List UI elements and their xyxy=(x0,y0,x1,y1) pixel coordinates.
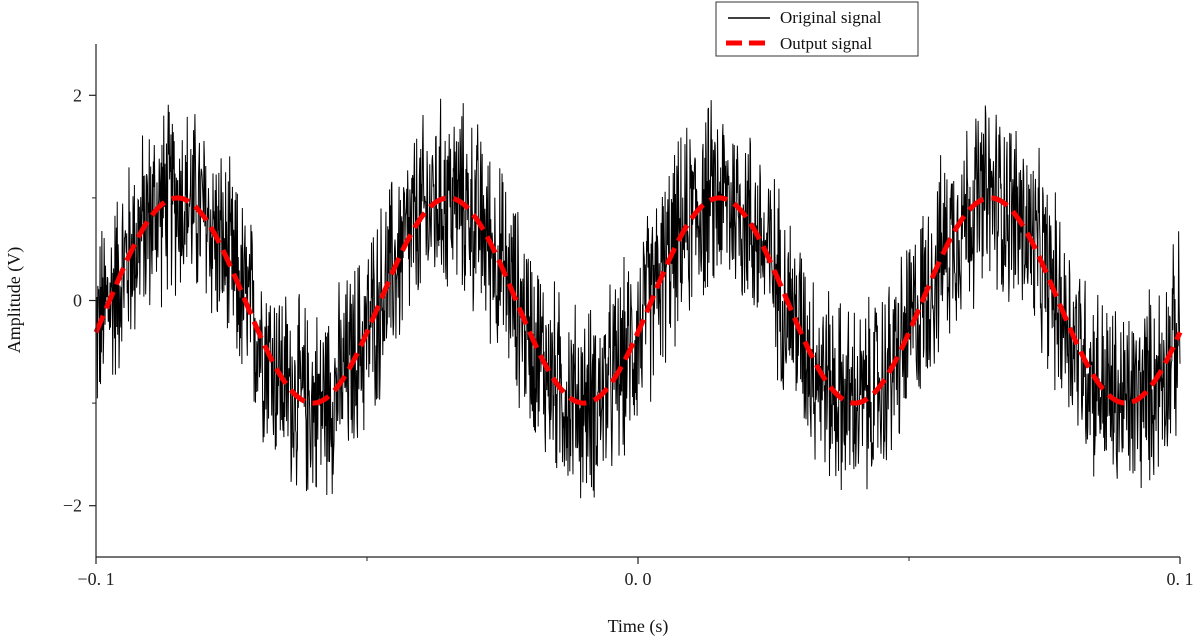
series-output-signal xyxy=(93,195,1183,406)
y-ticks: 2 0 −2 xyxy=(63,85,96,516)
y-tick-label: 2 xyxy=(73,85,82,105)
y-tick-label: −2 xyxy=(63,496,82,516)
legend-box xyxy=(715,1,919,57)
x-tick-label: 0. 0 xyxy=(625,569,652,589)
original-signal-line xyxy=(95,98,1181,499)
x-axis-title: Time (s) xyxy=(608,616,669,637)
x-ticks: −0. 1 0. 0 0. 1 xyxy=(77,557,1194,589)
y-axis-title: Amplitude (V) xyxy=(4,247,25,353)
legend-label-output-signal: Output signal xyxy=(780,34,872,53)
plot-area xyxy=(93,98,1183,499)
x-tick-label: −0. 1 xyxy=(77,569,114,589)
legend-label-original-signal: Original signal xyxy=(780,8,882,27)
legend: Original signal Output signal xyxy=(715,1,919,57)
y-tick-label: 0 xyxy=(73,291,82,311)
x-tick-label: 0. 1 xyxy=(1167,569,1194,589)
series-original-signal xyxy=(95,98,1181,499)
output-signal-line xyxy=(93,195,1183,406)
